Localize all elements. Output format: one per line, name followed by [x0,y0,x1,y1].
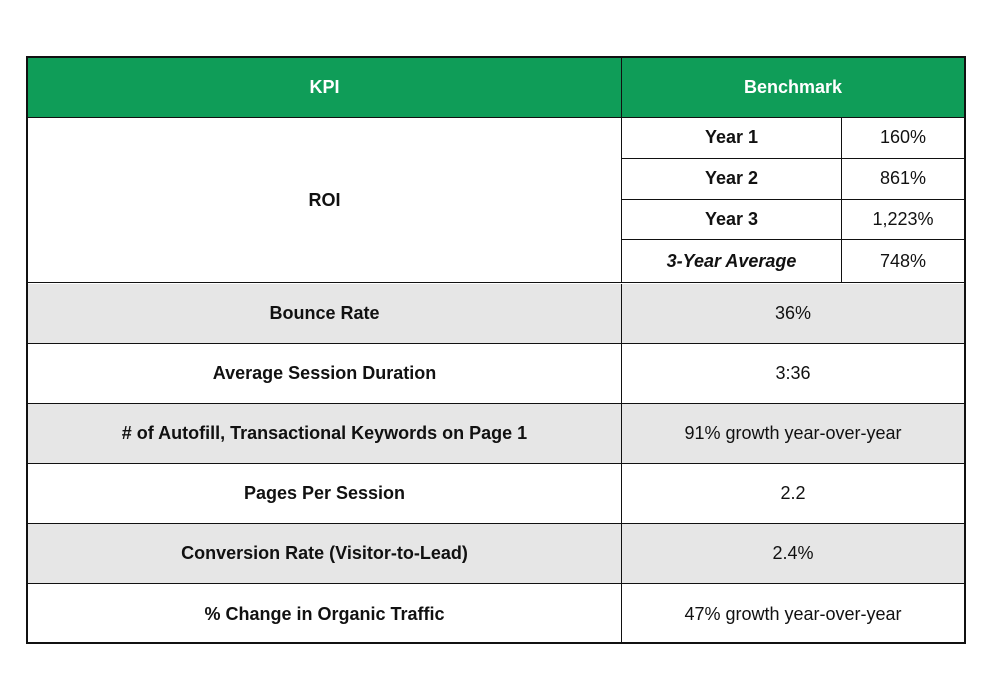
roi-year-3-label: Year 3 [622,199,842,240]
table-row: Pages Per Session 2.2 [28,464,964,524]
header-kpi: KPI [28,58,622,117]
benchmark-organic-traffic: 47% growth year-over-year [684,603,902,624]
roi-average-label: 3-Year Average [622,240,842,282]
kpi-bounce-rate: Bounce Rate [28,284,622,343]
benchmark-conversion-rate: 2.4% [772,543,814,563]
kpi-keywords: # of Autofill, Transactional Keywords on… [28,404,622,463]
benchmark-bounce-rate: 36% [774,303,812,323]
roi-breakdown: Year 1 160% Year 2 861% Year 3 1,223% 3-… [622,118,964,282]
roi-average-row: 3-Year Average 748% [622,240,964,282]
benchmark-session-duration: 3:36 [775,363,811,383]
kpi-conversion-rate: Conversion Rate (Visitor-to-Lead) [28,524,622,583]
roi-year-3-row: Year 3 1,223% [622,199,964,241]
roi-year-3-value: 1,223% [872,208,934,229]
header-benchmark: Benchmark [743,77,843,97]
table-row: Bounce Rate 36% [28,284,964,344]
table-row: # of Autofill, Transactional Keywords on… [28,404,964,464]
roi-label: ROI [28,118,622,282]
roi-year-1-label: Year 1 [622,118,842,158]
table-row: Conversion Rate (Visitor-to-Lead) 2.4% [28,524,964,584]
table-row: % Change in Organic Traffic 47% growth y… [28,584,964,644]
roi-row: ROI Year 1 160% Year 2 861% Year 3 1,223… [28,118,964,283]
benchmark-keywords: 91% growth year-over-year [684,423,902,443]
roi-year-2-row: Year 2 861% [622,158,964,200]
benchmark-pages-per-session: 2.2 [780,483,806,503]
roi-average-value: 748% [879,250,927,271]
table-header-row: KPI Benchmark [28,58,964,118]
kpi-pages-per-session: Pages Per Session [28,464,622,523]
kpi-benchmark-table: KPI Benchmark ROI Year 1 160% Year 2 861… [26,56,966,644]
roi-year-2-value: 861% [879,168,927,189]
roi-year-1-value: 160% [879,127,927,148]
roi-year-2-label: Year 2 [622,158,842,199]
table-row: Average Session Duration 3:36 [28,344,964,404]
kpi-session-duration: Average Session Duration [28,344,622,403]
roi-year-1-row: Year 1 160% [622,118,964,159]
kpi-organic-traffic: % Change in Organic Traffic [28,584,622,644]
